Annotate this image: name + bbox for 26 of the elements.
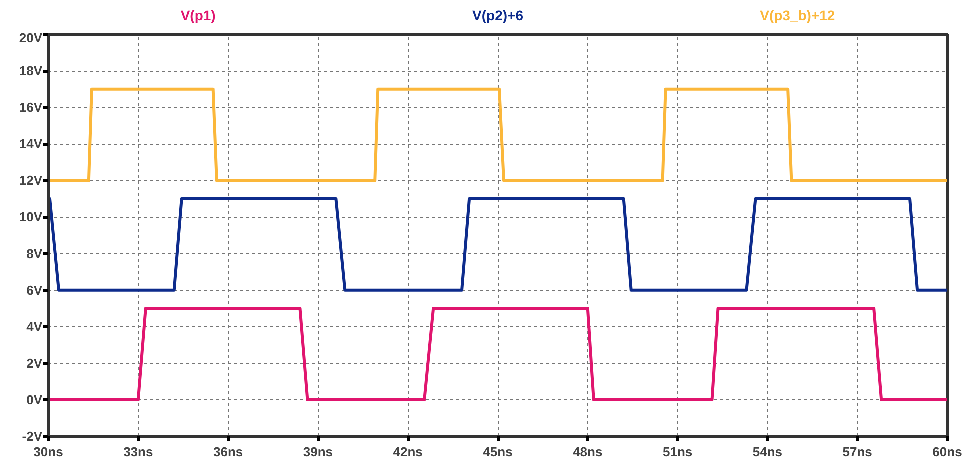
x-tick-label: 36ns xyxy=(213,444,244,460)
y-tick-label: 8V xyxy=(26,246,43,262)
y-tick-label: 0V xyxy=(26,392,43,408)
x-tick-label: 45ns xyxy=(483,444,513,460)
y-tick-label: 16V xyxy=(19,100,43,116)
x-tick-label: 60ns xyxy=(932,444,962,460)
y-tick-label: 10V xyxy=(19,210,43,225)
y-tick-label: 12V xyxy=(19,173,43,188)
text: V(p1) xyxy=(180,8,216,24)
y-tick-label: 6V xyxy=(26,282,43,298)
text: V(p2)+6 xyxy=(472,8,524,24)
y-tick-label: 4V xyxy=(26,319,43,334)
y-tick-label: 2V xyxy=(26,356,43,371)
x-tick-label: 30ns xyxy=(34,444,64,460)
x-tick-label: 54ns xyxy=(752,444,783,460)
x-tick-label: 51ns xyxy=(662,444,693,460)
y-tick-label: 20V xyxy=(19,30,43,46)
y-tick-label: -2V xyxy=(22,429,43,444)
x-tick-label: 57ns xyxy=(842,444,872,460)
x-tick-label: 48ns xyxy=(573,444,603,460)
x-tick-label: 33ns xyxy=(124,444,154,460)
y-tick-label: 18V xyxy=(19,64,43,79)
y-tick-label: 14V xyxy=(19,136,43,152)
text: V(p3_b)+12 xyxy=(760,8,836,24)
x-tick-label: 42ns xyxy=(393,444,423,460)
x-tick-label: 39ns xyxy=(303,444,334,460)
